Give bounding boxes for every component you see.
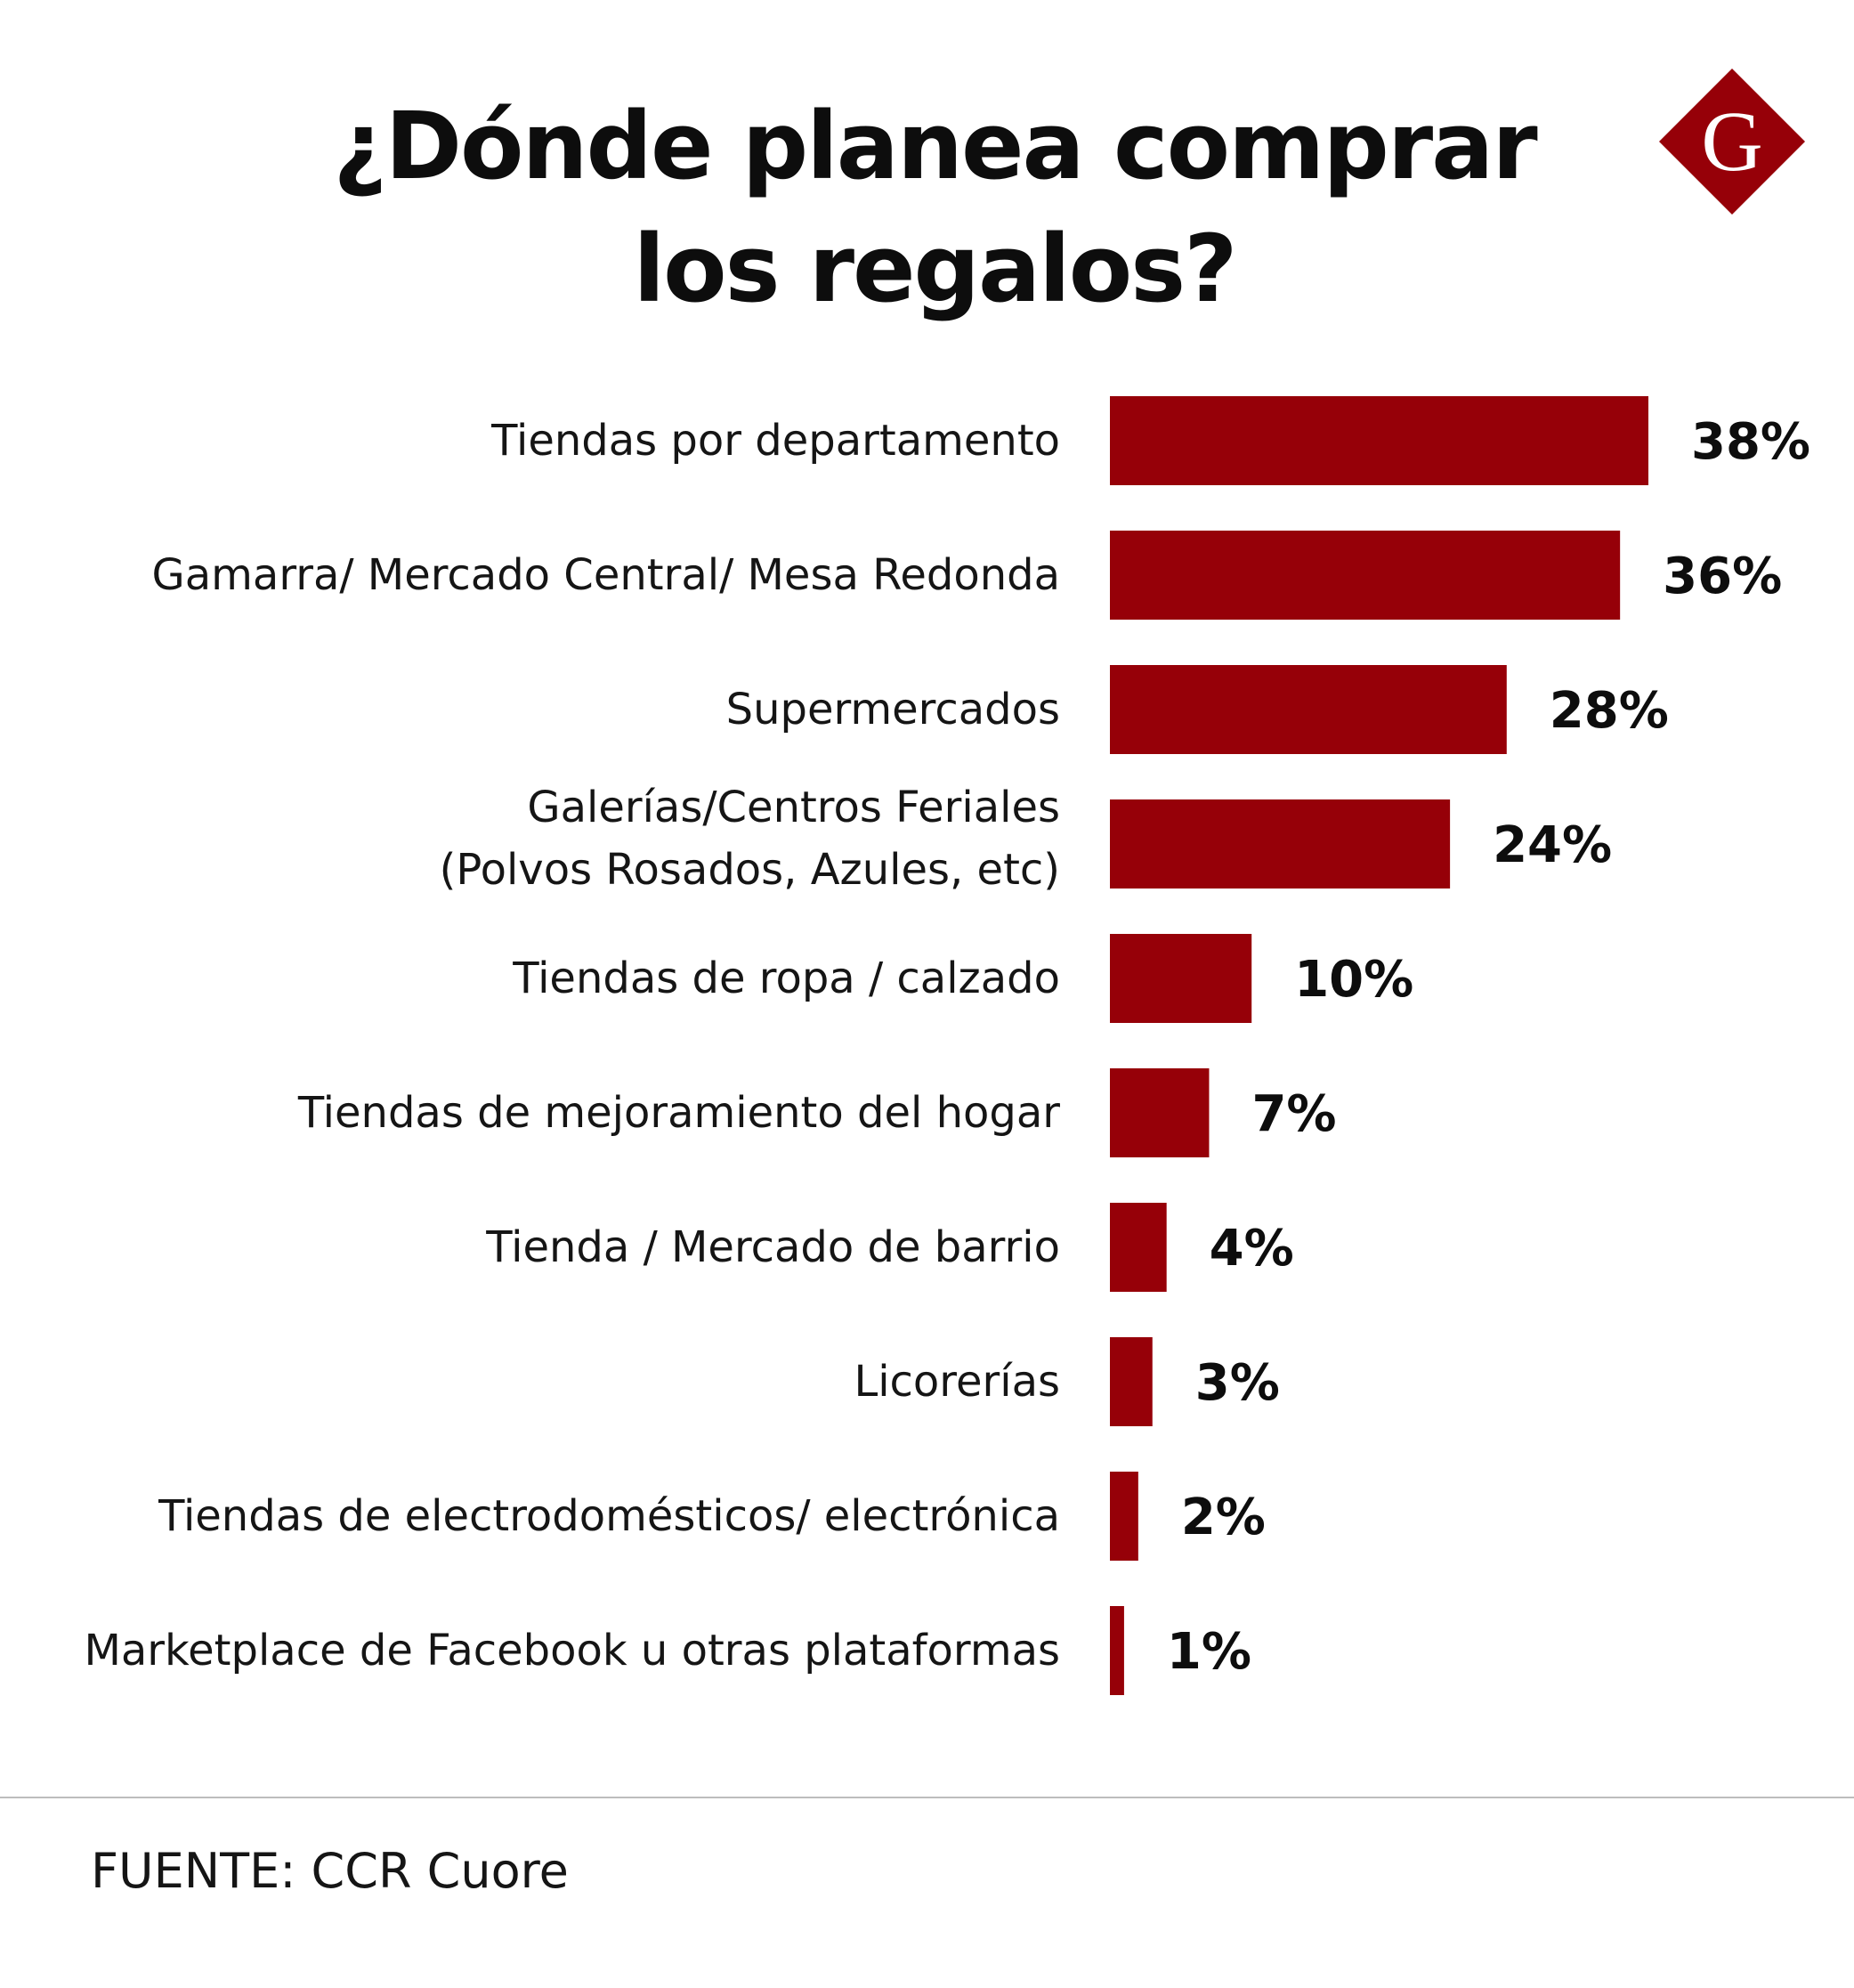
bar-chart: Tiendas por departamento 38% Gamarra/ Merc…	[84, 396, 1810, 1695]
category-label-line: Tiendas de ropa / calzado	[512, 953, 1060, 1003]
category-label-line: Galerías/Centros Feriales	[527, 783, 1060, 832]
logo-diamond	[1659, 69, 1805, 215]
category-label-line: Licorerías	[854, 1357, 1060, 1407]
chart-title: ¿Dónde planea comprar los regalos?	[231, 85, 1638, 330]
category-label-line: Tienda / Mercado de barrio	[485, 1222, 1060, 1272]
bar-3	[1110, 665, 1507, 754]
category-label-line: Gamarra/ Mercado Central/ Mesa Redonda	[152, 550, 1060, 600]
chart-title-line-2: los regalos?	[633, 215, 1238, 323]
category-label-3: Supermercados	[726, 685, 1060, 734]
category-label-line: Marketplace de Facebook u otras platafor…	[84, 1626, 1060, 1676]
category-label-line: (Polvos Rosados, Azules, etc)	[440, 845, 1060, 895]
category-label-1: Tiendas por departamento	[490, 416, 1060, 466]
bar-6	[1110, 1068, 1210, 1157]
brand-logo-icon: G	[1659, 69, 1805, 215]
category-label-6: Tiendas de mejoramiento del hogar	[297, 1088, 1060, 1138]
category-label-line: Tiendas por departamento	[490, 416, 1060, 466]
bar-4	[1110, 799, 1451, 889]
bar-9	[1110, 1472, 1138, 1561]
bar-8	[1110, 1337, 1153, 1426]
value-label-9: 2%	[1181, 1489, 1266, 1546]
value-label-8: 3%	[1195, 1354, 1280, 1412]
bar-5	[1110, 934, 1252, 1023]
category-label-8: Licorerías	[854, 1357, 1060, 1407]
value-label-10: 1%	[1167, 1623, 1251, 1681]
value-label-3: 28%	[1550, 682, 1669, 740]
value-label-7: 4%	[1210, 1220, 1294, 1278]
value-label-2: 36%	[1663, 548, 1782, 605]
source-note: FUENTE: CCR Cuore	[91, 1843, 569, 1899]
logo-letter: G	[1701, 93, 1762, 189]
category-label-4: Galerías/Centros Feriales (Polvos Rosados…	[440, 783, 1060, 895]
footer-divider	[0, 1797, 1854, 1798]
value-label-5: 10%	[1294, 951, 1413, 1009]
bar-2	[1110, 531, 1621, 620]
category-label-10: Marketplace de Facebook u otras platafor…	[84, 1626, 1060, 1676]
category-label-7: Tienda / Mercado de barrio	[485, 1222, 1060, 1272]
bar-10	[1110, 1606, 1124, 1695]
category-label-line: Tiendas de mejoramiento del hogar	[297, 1088, 1060, 1138]
category-label-9: Tiendas de electrodomésticos/ electrónic…	[158, 1491, 1060, 1541]
value-label-6: 7%	[1251, 1085, 1336, 1143]
value-label-1: 38%	[1691, 413, 1810, 471]
value-label-4: 24%	[1493, 816, 1612, 874]
category-label-line: Supermercados	[726, 685, 1060, 734]
chart-title-line-1: ¿Dónde planea comprar	[333, 92, 1537, 200]
bar-7	[1110, 1203, 1167, 1292]
category-label-line: Tiendas de electrodomésticos/ electrónic…	[158, 1491, 1060, 1541]
bar-1	[1110, 396, 1648, 485]
category-label-5: Tiendas de ropa / calzado	[512, 953, 1060, 1003]
category-label-2: Gamarra/ Mercado Central/ Mesa Redonda	[152, 550, 1060, 600]
